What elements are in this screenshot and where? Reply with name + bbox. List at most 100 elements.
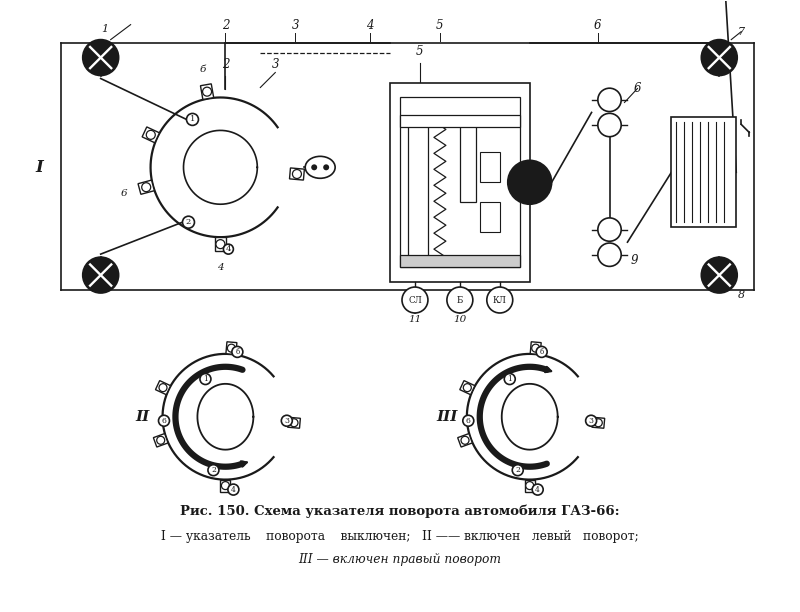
Bar	[400, 255, 520, 267]
Text: 4: 4	[217, 263, 224, 272]
Text: 5: 5	[416, 45, 424, 58]
Bar	[480, 152, 500, 182]
Circle shape	[146, 130, 155, 140]
Circle shape	[463, 384, 471, 392]
Circle shape	[293, 170, 302, 179]
Circle shape	[202, 87, 211, 96]
Polygon shape	[530, 341, 541, 354]
Text: 3: 3	[271, 58, 279, 70]
Circle shape	[463, 416, 474, 426]
Circle shape	[227, 344, 235, 352]
Text: I — указатель    поворота    выключен;   II —— включен   левый   поворот;: I — указатель поворота выключен; II —— в…	[161, 530, 639, 543]
Circle shape	[290, 419, 298, 427]
Text: 1: 1	[190, 116, 195, 124]
Circle shape	[200, 373, 211, 384]
Circle shape	[158, 416, 170, 426]
Text: 3: 3	[589, 417, 594, 425]
Circle shape	[512, 465, 523, 476]
Polygon shape	[458, 433, 472, 447]
Polygon shape	[221, 480, 230, 491]
Polygon shape	[142, 127, 159, 143]
Text: б: б	[235, 348, 239, 356]
Text: 8: 8	[738, 290, 745, 300]
Text: 2: 2	[211, 466, 216, 474]
Circle shape	[504, 373, 515, 384]
Polygon shape	[215, 237, 226, 251]
Text: 5: 5	[436, 18, 444, 32]
Text: 6: 6	[162, 417, 166, 425]
Text: СЛ: СЛ	[408, 296, 422, 305]
Text: 1: 1	[101, 24, 108, 34]
Circle shape	[532, 484, 543, 495]
Circle shape	[228, 484, 239, 495]
Circle shape	[216, 240, 225, 248]
Circle shape	[311, 165, 317, 170]
Circle shape	[222, 482, 230, 490]
Text: 10: 10	[454, 315, 466, 324]
Text: III: III	[436, 410, 458, 424]
Text: 2: 2	[222, 58, 229, 70]
Circle shape	[402, 287, 428, 313]
Bar	[480, 202, 500, 232]
Text: 3: 3	[291, 18, 299, 32]
Circle shape	[282, 416, 292, 426]
Circle shape	[82, 257, 118, 293]
Text: 7: 7	[738, 26, 745, 37]
Bar	[408, 122, 428, 257]
Text: 3: 3	[284, 417, 290, 425]
Text: б: б	[539, 348, 544, 356]
Text: 2: 2	[222, 18, 229, 32]
Text: 6: 6	[594, 18, 602, 32]
Polygon shape	[226, 341, 237, 354]
Text: КЛ: КЛ	[493, 296, 506, 305]
Circle shape	[208, 465, 219, 476]
Polygon shape	[138, 180, 154, 194]
Text: 1: 1	[203, 375, 208, 383]
Circle shape	[598, 88, 621, 111]
Text: б: б	[200, 64, 206, 73]
Text: Рис. 150. Схема указателя поворота автомобиля ГАЗ-66:: Рис. 150. Схема указателя поворота автом…	[180, 505, 620, 518]
Bar	[390, 83, 530, 282]
Polygon shape	[287, 417, 300, 428]
Polygon shape	[525, 480, 534, 491]
Text: 6: 6	[466, 417, 470, 425]
Circle shape	[536, 346, 547, 357]
Text: 2: 2	[186, 218, 191, 226]
Circle shape	[323, 165, 329, 170]
Circle shape	[598, 113, 621, 136]
Bar	[460, 122, 476, 202]
Circle shape	[532, 344, 540, 352]
Circle shape	[461, 436, 469, 444]
Text: 3: 3	[317, 171, 323, 181]
Text: 6: 6	[634, 83, 642, 95]
Text: 4: 4	[226, 245, 231, 253]
Ellipse shape	[306, 156, 335, 178]
Circle shape	[598, 218, 621, 241]
Polygon shape	[460, 381, 475, 395]
Circle shape	[598, 243, 621, 266]
Text: Б: Б	[457, 296, 463, 305]
Circle shape	[142, 183, 150, 192]
Polygon shape	[592, 417, 605, 428]
Text: 11: 11	[408, 315, 422, 324]
Text: I: I	[35, 159, 42, 176]
Circle shape	[157, 436, 165, 444]
Polygon shape	[201, 84, 214, 100]
Circle shape	[232, 346, 243, 357]
Bar	[671, 118, 736, 227]
Circle shape	[82, 40, 118, 75]
Bar	[400, 97, 520, 267]
Circle shape	[594, 419, 602, 427]
Polygon shape	[154, 433, 168, 447]
Circle shape	[182, 216, 194, 228]
Circle shape	[487, 287, 513, 313]
Circle shape	[159, 384, 167, 392]
Circle shape	[447, 287, 473, 313]
Text: 9: 9	[630, 254, 638, 267]
Circle shape	[186, 113, 198, 125]
Circle shape	[526, 482, 534, 490]
Polygon shape	[290, 168, 304, 180]
Text: 4: 4	[535, 485, 540, 494]
Circle shape	[586, 416, 597, 426]
Circle shape	[702, 257, 738, 293]
